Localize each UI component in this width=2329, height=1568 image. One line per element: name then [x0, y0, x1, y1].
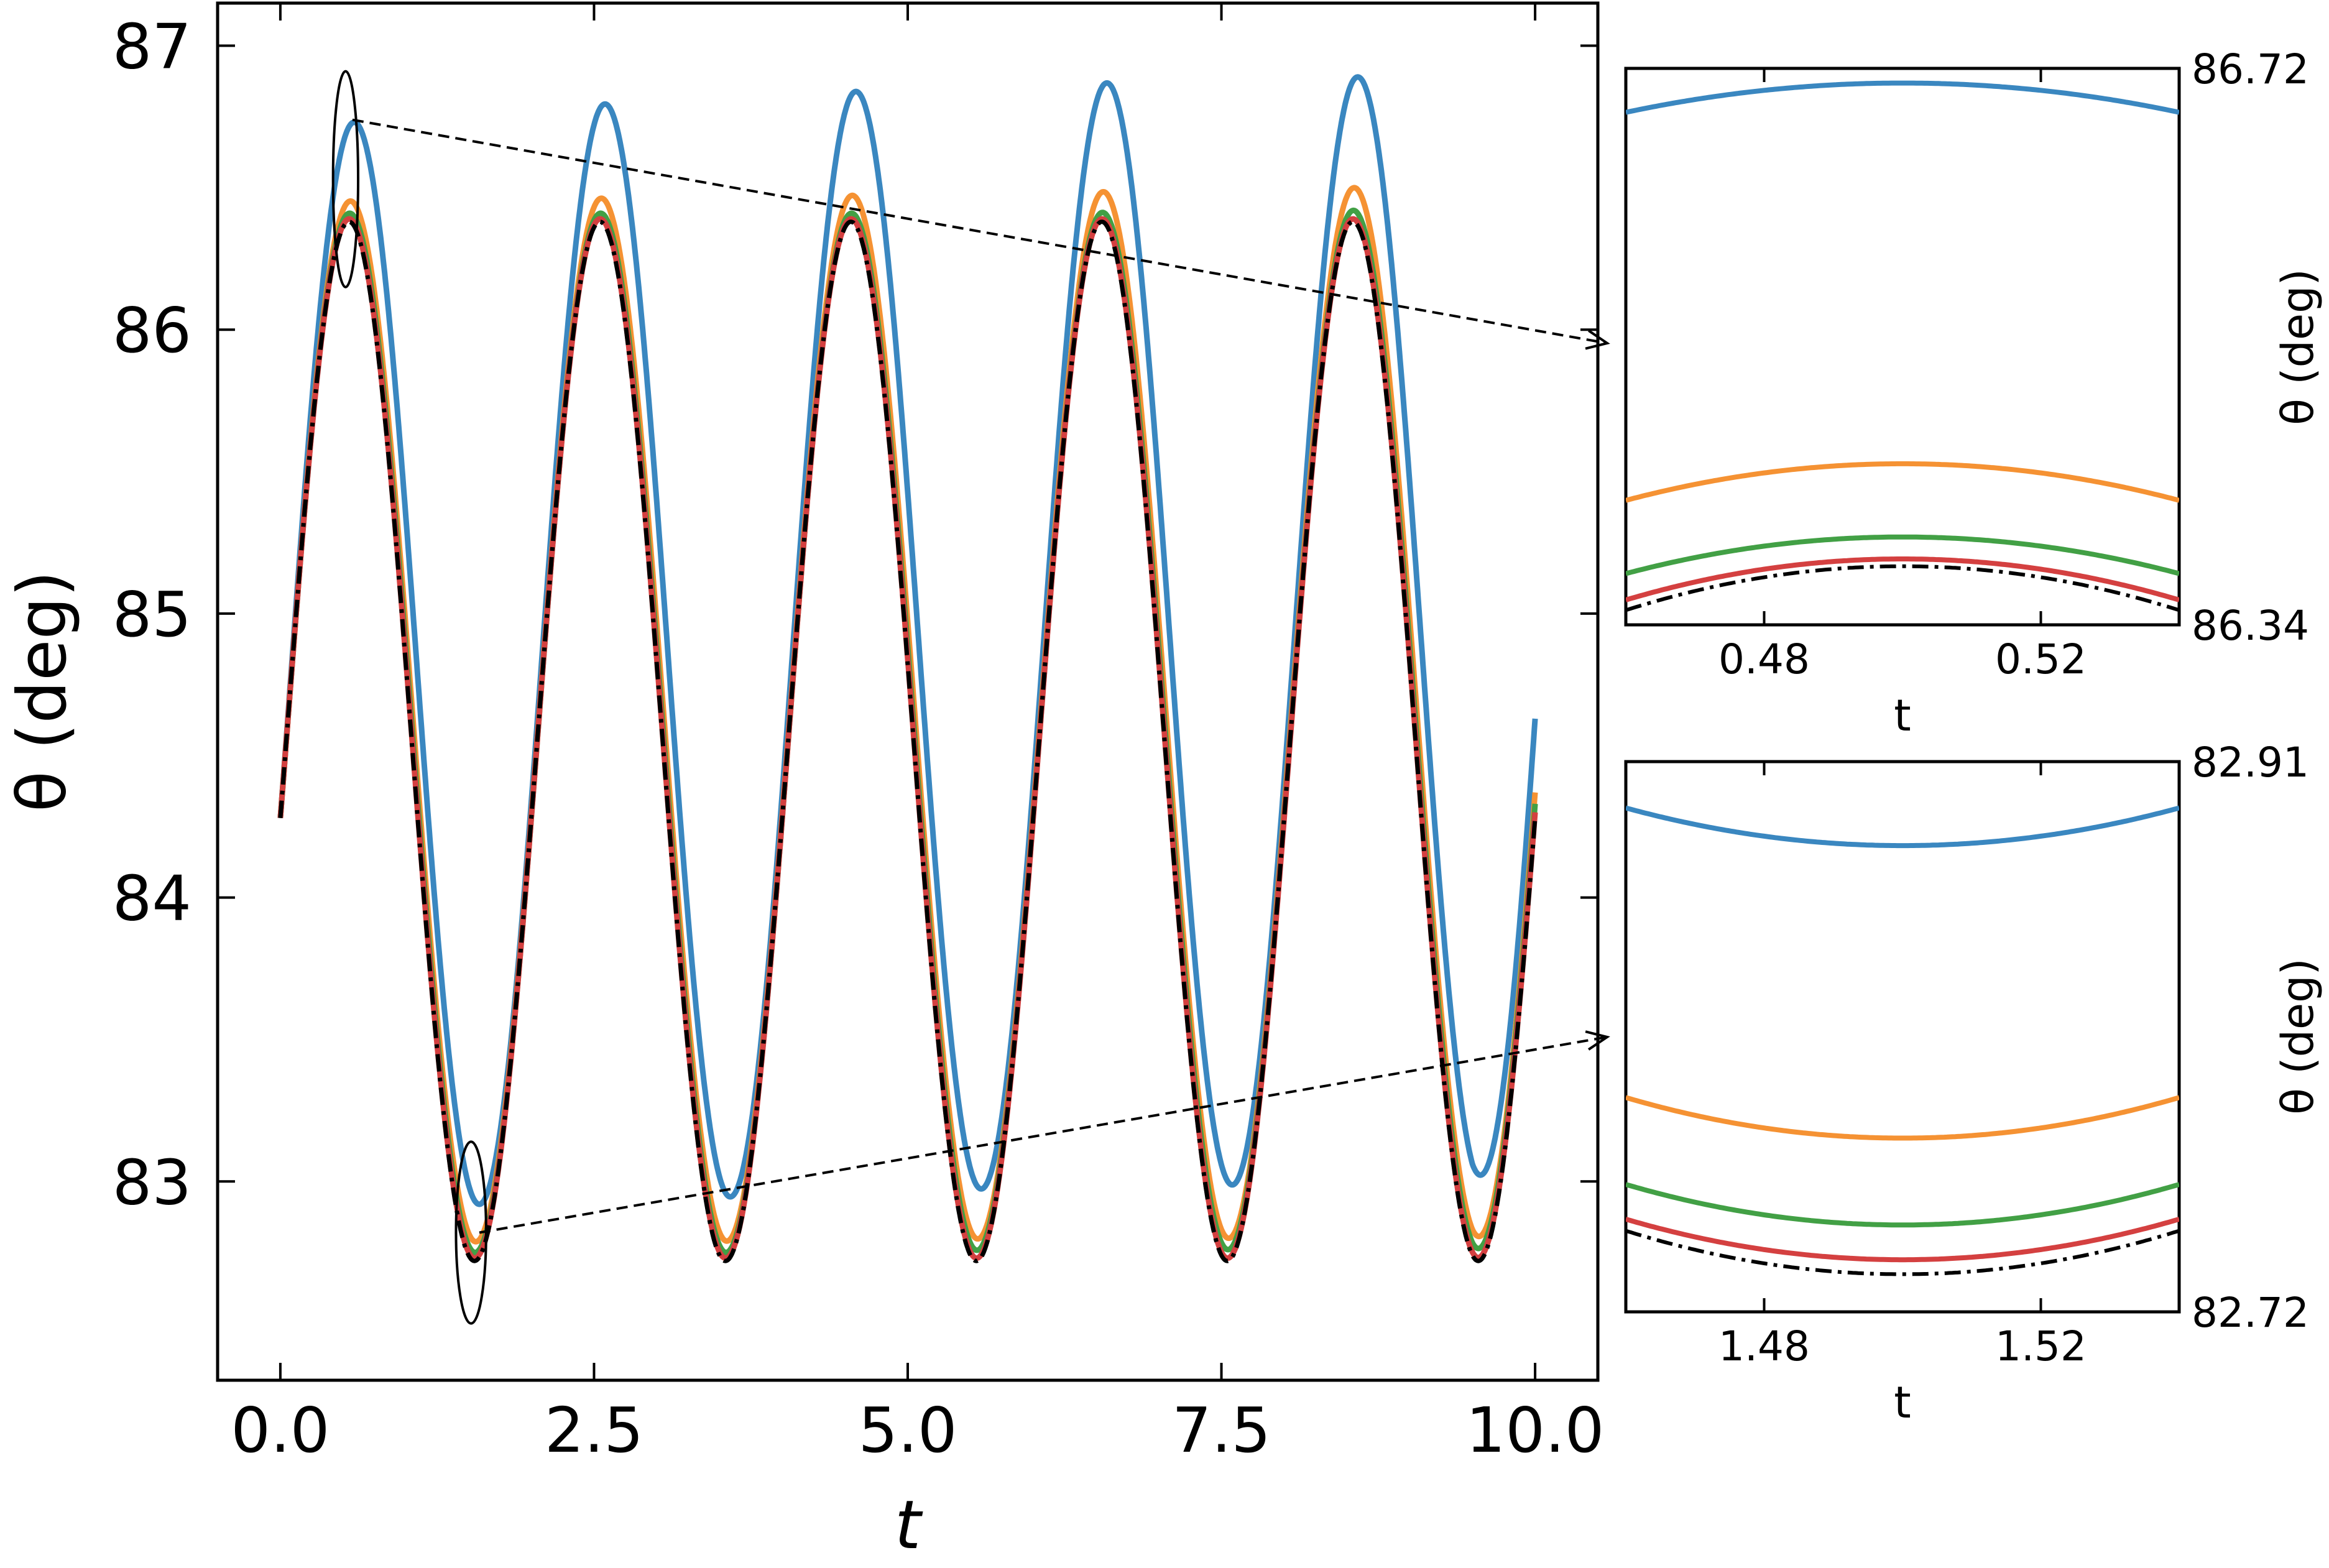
main-ytick-label: 86 [113, 294, 191, 367]
main-ylabel: θ (deg) [4, 571, 81, 812]
main-xtick-label: 2.5 [545, 1394, 643, 1467]
main-series-line-1 [277, 74, 1538, 1207]
inset-top-panel: 0.48 0.52 86.34 86.72 t θ (deg) [1624, 45, 2323, 741]
zoom-arrow-line [479, 1036, 1608, 1234]
main-xtick-label: 0.0 [231, 1394, 330, 1467]
inset-top-ylabel: θ (deg) [2272, 269, 2323, 425]
main-xtick-label: 7.5 [1172, 1394, 1271, 1467]
zoom-arrow-head [1585, 330, 1610, 350]
main-xtick-label: 5.0 [858, 1394, 957, 1467]
inset-series-line-2 [1626, 1095, 2179, 1141]
inset-ytick-label: 82.72 [2192, 1289, 2309, 1337]
zoom-arrow-head [1585, 1030, 1610, 1051]
main-xlabel: t [895, 1487, 923, 1564]
inset-xtick-label: 0.52 [1995, 635, 2087, 683]
inset-top-ticks: 0.48 0.52 86.34 86.72 [1626, 45, 2309, 683]
main-ticks: 0.0 2.5 5.0 7.5 10.0 83 84 85 86 87 [113, 3, 1605, 1467]
inset-top-frame [1624, 67, 2181, 627]
inset-ytick-label: 82.91 [2192, 739, 2309, 786]
inset-bottom-xlabel: t [1894, 1377, 1911, 1428]
main-series-line-5 [278, 219, 1538, 1263]
inset-series-line-5 [1626, 564, 2179, 612]
main-ytick-label: 84 [113, 862, 191, 935]
inset-series-line-1 [1626, 80, 2179, 115]
main-ytick-label: 83 [113, 1146, 191, 1219]
inset-ytick-label: 86.72 [2192, 45, 2309, 93]
inset-xtick-label: 0.48 [1718, 635, 1810, 683]
main-series [277, 74, 1538, 1263]
main-xtick-label: 10.0 [1466, 1394, 1605, 1467]
main-ytick-label: 87 [113, 11, 191, 83]
inset-series-line-4 [1626, 556, 2179, 602]
inset-series-line-2 [1626, 461, 2179, 503]
inset-top-series [1626, 80, 2179, 612]
inset-ytick-label: 86.34 [2192, 602, 2309, 650]
inset-bottom-frame [1624, 760, 2181, 1314]
inset-top-xlabel: t [1894, 690, 1911, 741]
main-panel: 0.0 2.5 5.0 7.5 10.0 83 84 85 86 87 t θ (deg) [4, 1, 1605, 1564]
inset-series-line-3 [1626, 534, 2179, 576]
inset-series-line-5 [1626, 1229, 2179, 1276]
main-series-line-3 [277, 207, 1538, 1255]
inset-xtick-label: 1.48 [1718, 1322, 1810, 1370]
main-ytick-label: 85 [113, 578, 191, 651]
zoom-marker-ellipse [331, 70, 360, 288]
main-series-line-4 [277, 216, 1538, 1261]
inset-bottom-ticks: 1.48 1.52 82.91 82.72 [1626, 739, 2309, 1370]
main-series-line-2 [277, 185, 1538, 1245]
inset-series-line-4 [1626, 1217, 2179, 1263]
inset-series-line-3 [1626, 1182, 2179, 1228]
zoom-arrow-line [352, 118, 1608, 344]
inset-bottom-panel: 1.48 1.52 82.91 82.72 t θ (deg) [1624, 739, 2323, 1428]
zoom-arrows [352, 118, 1610, 1234]
inset-bottom-ylabel: θ (deg) [2272, 958, 2323, 1115]
inset-xtick-label: 1.52 [1995, 1322, 2087, 1370]
inset-bottom-series [1626, 805, 2179, 1276]
inset-series-line-1 [1626, 805, 2179, 849]
